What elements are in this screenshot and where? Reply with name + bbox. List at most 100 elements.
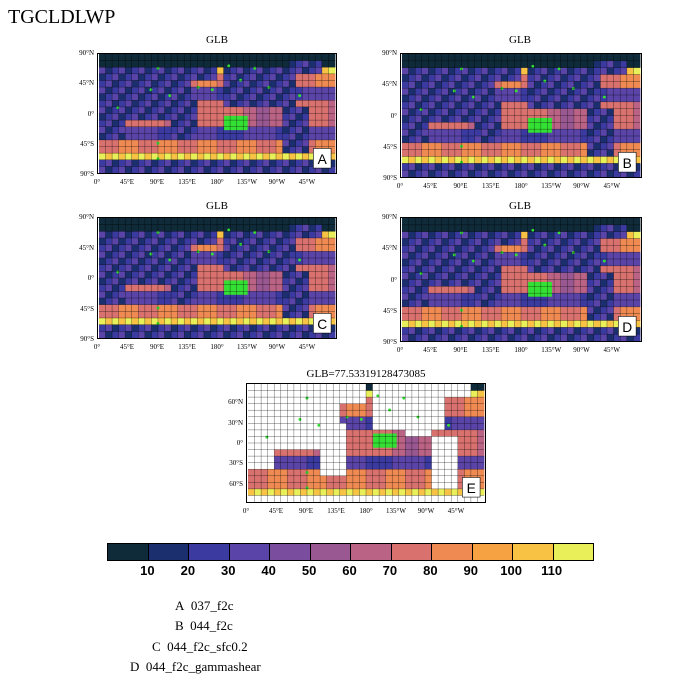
map-cell bbox=[289, 331, 297, 338]
map-cell bbox=[600, 74, 608, 82]
map-cell bbox=[282, 278, 290, 286]
map-cell bbox=[223, 244, 231, 252]
map-cell bbox=[308, 251, 316, 259]
map-cell bbox=[474, 88, 482, 96]
map-cell bbox=[282, 54, 290, 62]
map-cell bbox=[474, 149, 482, 157]
map-cell bbox=[633, 265, 641, 274]
map-cell bbox=[408, 265, 416, 274]
map-cell bbox=[633, 81, 641, 89]
map-cell bbox=[289, 153, 297, 161]
map-cell bbox=[461, 108, 469, 116]
map-cell bbox=[431, 390, 439, 398]
map-cell bbox=[125, 298, 133, 306]
map-cell bbox=[540, 334, 548, 341]
map-cell bbox=[276, 251, 283, 259]
map-cell bbox=[223, 159, 231, 167]
map-cell bbox=[593, 313, 601, 321]
station-marker bbox=[471, 95, 475, 99]
map-cell bbox=[261, 403, 269, 411]
map-cell bbox=[573, 238, 581, 246]
map-cell bbox=[112, 298, 120, 306]
map-cell bbox=[105, 238, 113, 246]
map-cell bbox=[435, 101, 443, 110]
map-cell bbox=[606, 115, 614, 123]
map-cell bbox=[626, 259, 634, 267]
map-cell bbox=[302, 218, 310, 226]
map-cell bbox=[461, 265, 469, 274]
map-cell bbox=[527, 231, 535, 239]
map-cell bbox=[468, 129, 476, 137]
map-cell bbox=[461, 88, 469, 96]
map-cell bbox=[457, 384, 465, 391]
map-cell bbox=[151, 139, 159, 147]
map-cell bbox=[248, 429, 255, 437]
map-cell bbox=[606, 252, 614, 260]
map-cell bbox=[308, 318, 316, 326]
map-cell bbox=[392, 495, 400, 502]
map-cell bbox=[425, 390, 432, 398]
map-cell bbox=[580, 259, 588, 267]
map-cell bbox=[385, 462, 393, 470]
map-cell bbox=[527, 149, 535, 157]
map-cell bbox=[144, 126, 152, 134]
map-cell bbox=[487, 224, 495, 233]
longitude-label: 180° bbox=[514, 182, 528, 190]
map-cell bbox=[606, 60, 614, 69]
map-cell bbox=[282, 87, 290, 95]
map-cell bbox=[540, 95, 548, 103]
map-cell bbox=[267, 456, 275, 464]
map-cell bbox=[112, 258, 120, 266]
panel-title: GLB bbox=[509, 34, 531, 46]
map-cell bbox=[593, 67, 601, 75]
map-cell bbox=[606, 149, 614, 157]
map-cell bbox=[105, 120, 113, 128]
map-cell bbox=[287, 462, 295, 470]
map-cell bbox=[468, 88, 476, 96]
map-cell bbox=[308, 93, 316, 101]
colorbar-swatch bbox=[229, 544, 270, 560]
map-cell bbox=[587, 170, 595, 177]
map-cell bbox=[131, 291, 139, 299]
map-cell bbox=[494, 259, 502, 267]
map-cell bbox=[151, 106, 159, 114]
map-cell bbox=[408, 67, 416, 75]
map-cell bbox=[527, 320, 535, 328]
map-cell bbox=[444, 423, 452, 431]
map-cell bbox=[328, 60, 336, 68]
map-cell bbox=[118, 251, 126, 259]
map-cell bbox=[613, 163, 621, 171]
map-cell bbox=[293, 456, 301, 464]
map-cell bbox=[295, 159, 303, 167]
map-cell bbox=[401, 122, 409, 130]
map-cell bbox=[494, 286, 502, 294]
map-cell bbox=[177, 231, 185, 239]
map-cell bbox=[366, 397, 373, 405]
map-cell bbox=[236, 318, 244, 326]
map-cell bbox=[448, 320, 456, 328]
map-cell bbox=[418, 456, 426, 464]
map-cell bbox=[287, 397, 295, 405]
map-cell bbox=[112, 284, 120, 292]
map-cell bbox=[372, 456, 380, 464]
map-cell bbox=[315, 218, 323, 226]
map-cell bbox=[534, 245, 542, 253]
map-cell bbox=[418, 443, 426, 450]
map-cell bbox=[398, 456, 406, 464]
map-cell bbox=[151, 159, 159, 167]
map-cell bbox=[276, 238, 283, 246]
map-cell bbox=[540, 245, 548, 253]
map-cell bbox=[547, 101, 555, 110]
map-cell bbox=[164, 324, 172, 332]
map-cell bbox=[464, 443, 472, 450]
map-cell bbox=[494, 320, 502, 328]
map-cell bbox=[230, 67, 238, 75]
map-cell bbox=[401, 300, 409, 308]
map-cell bbox=[415, 265, 423, 274]
map-cell bbox=[125, 80, 133, 88]
map-cell bbox=[339, 475, 347, 483]
map-cell bbox=[295, 238, 303, 246]
longitude-label: 135°E bbox=[178, 178, 196, 186]
map-cell bbox=[438, 475, 446, 483]
map-cell bbox=[600, 60, 608, 69]
